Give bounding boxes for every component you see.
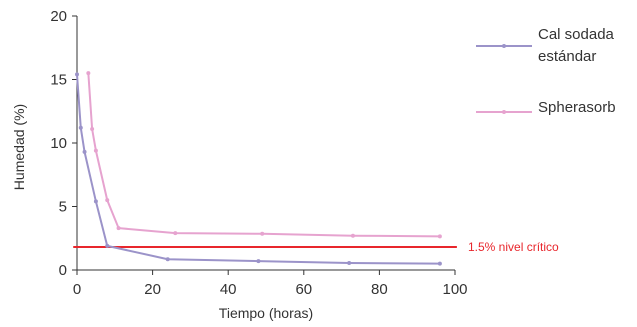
x-tick-label: 0: [73, 281, 81, 298]
legend: Cal sodada estándar Spherasorb: [476, 26, 616, 116]
series-1: [75, 72, 442, 266]
x-tick-label: 60: [295, 281, 312, 298]
data-point: [350, 233, 355, 238]
data-point: [105, 198, 110, 203]
critical-level-label: 1.5% nivel crítico: [468, 240, 559, 254]
x-tick-label: 100: [442, 281, 467, 298]
data-point: [256, 259, 261, 264]
axes: [76, 16, 455, 271]
y-tick-label: 10: [50, 135, 67, 152]
y-tick-label: 5: [59, 199, 67, 216]
series-line: [87, 73, 440, 238]
legend-label: estándar: [538, 48, 596, 65]
x-tick-label: 40: [220, 281, 237, 298]
data-point: [437, 261, 442, 266]
data-point: [93, 148, 98, 153]
legend-swatch-marker: [502, 110, 506, 114]
x-tick-label: 20: [144, 281, 161, 298]
data-point: [82, 149, 87, 154]
legend-label: Cal sodada: [538, 26, 615, 43]
data-point: [75, 72, 79, 77]
data-point: [173, 231, 178, 236]
data-point: [105, 243, 110, 248]
legend-item: Spherasorb: [476, 99, 616, 116]
series-group: [75, 71, 442, 266]
data-point: [93, 199, 98, 204]
legend-item: Cal sodada estándar: [476, 26, 615, 65]
series-2: [86, 71, 442, 239]
data-point: [116, 226, 121, 231]
y-tick-label: 15: [50, 72, 67, 89]
ticks: 0 5 10 15 20 0 20 40 60 80 100: [50, 8, 467, 298]
x-axis-title: Tiempo (horas): [219, 305, 313, 321]
data-point: [437, 234, 442, 239]
data-point: [90, 127, 95, 132]
x-tick-label: 80: [371, 281, 388, 298]
y-tick-label: 20: [50, 8, 67, 25]
data-point: [347, 261, 352, 266]
data-point: [260, 231, 265, 236]
legend-swatch-marker: [502, 44, 506, 48]
data-point: [86, 71, 91, 76]
y-axis-title: Humedad (%): [11, 104, 27, 190]
reference-line-group: 1.5% nivel crítico: [73, 240, 559, 254]
legend-label: Spherasorb: [538, 99, 616, 116]
data-point: [78, 125, 83, 130]
data-point: [165, 257, 170, 262]
y-tick-label: 0: [59, 262, 67, 279]
